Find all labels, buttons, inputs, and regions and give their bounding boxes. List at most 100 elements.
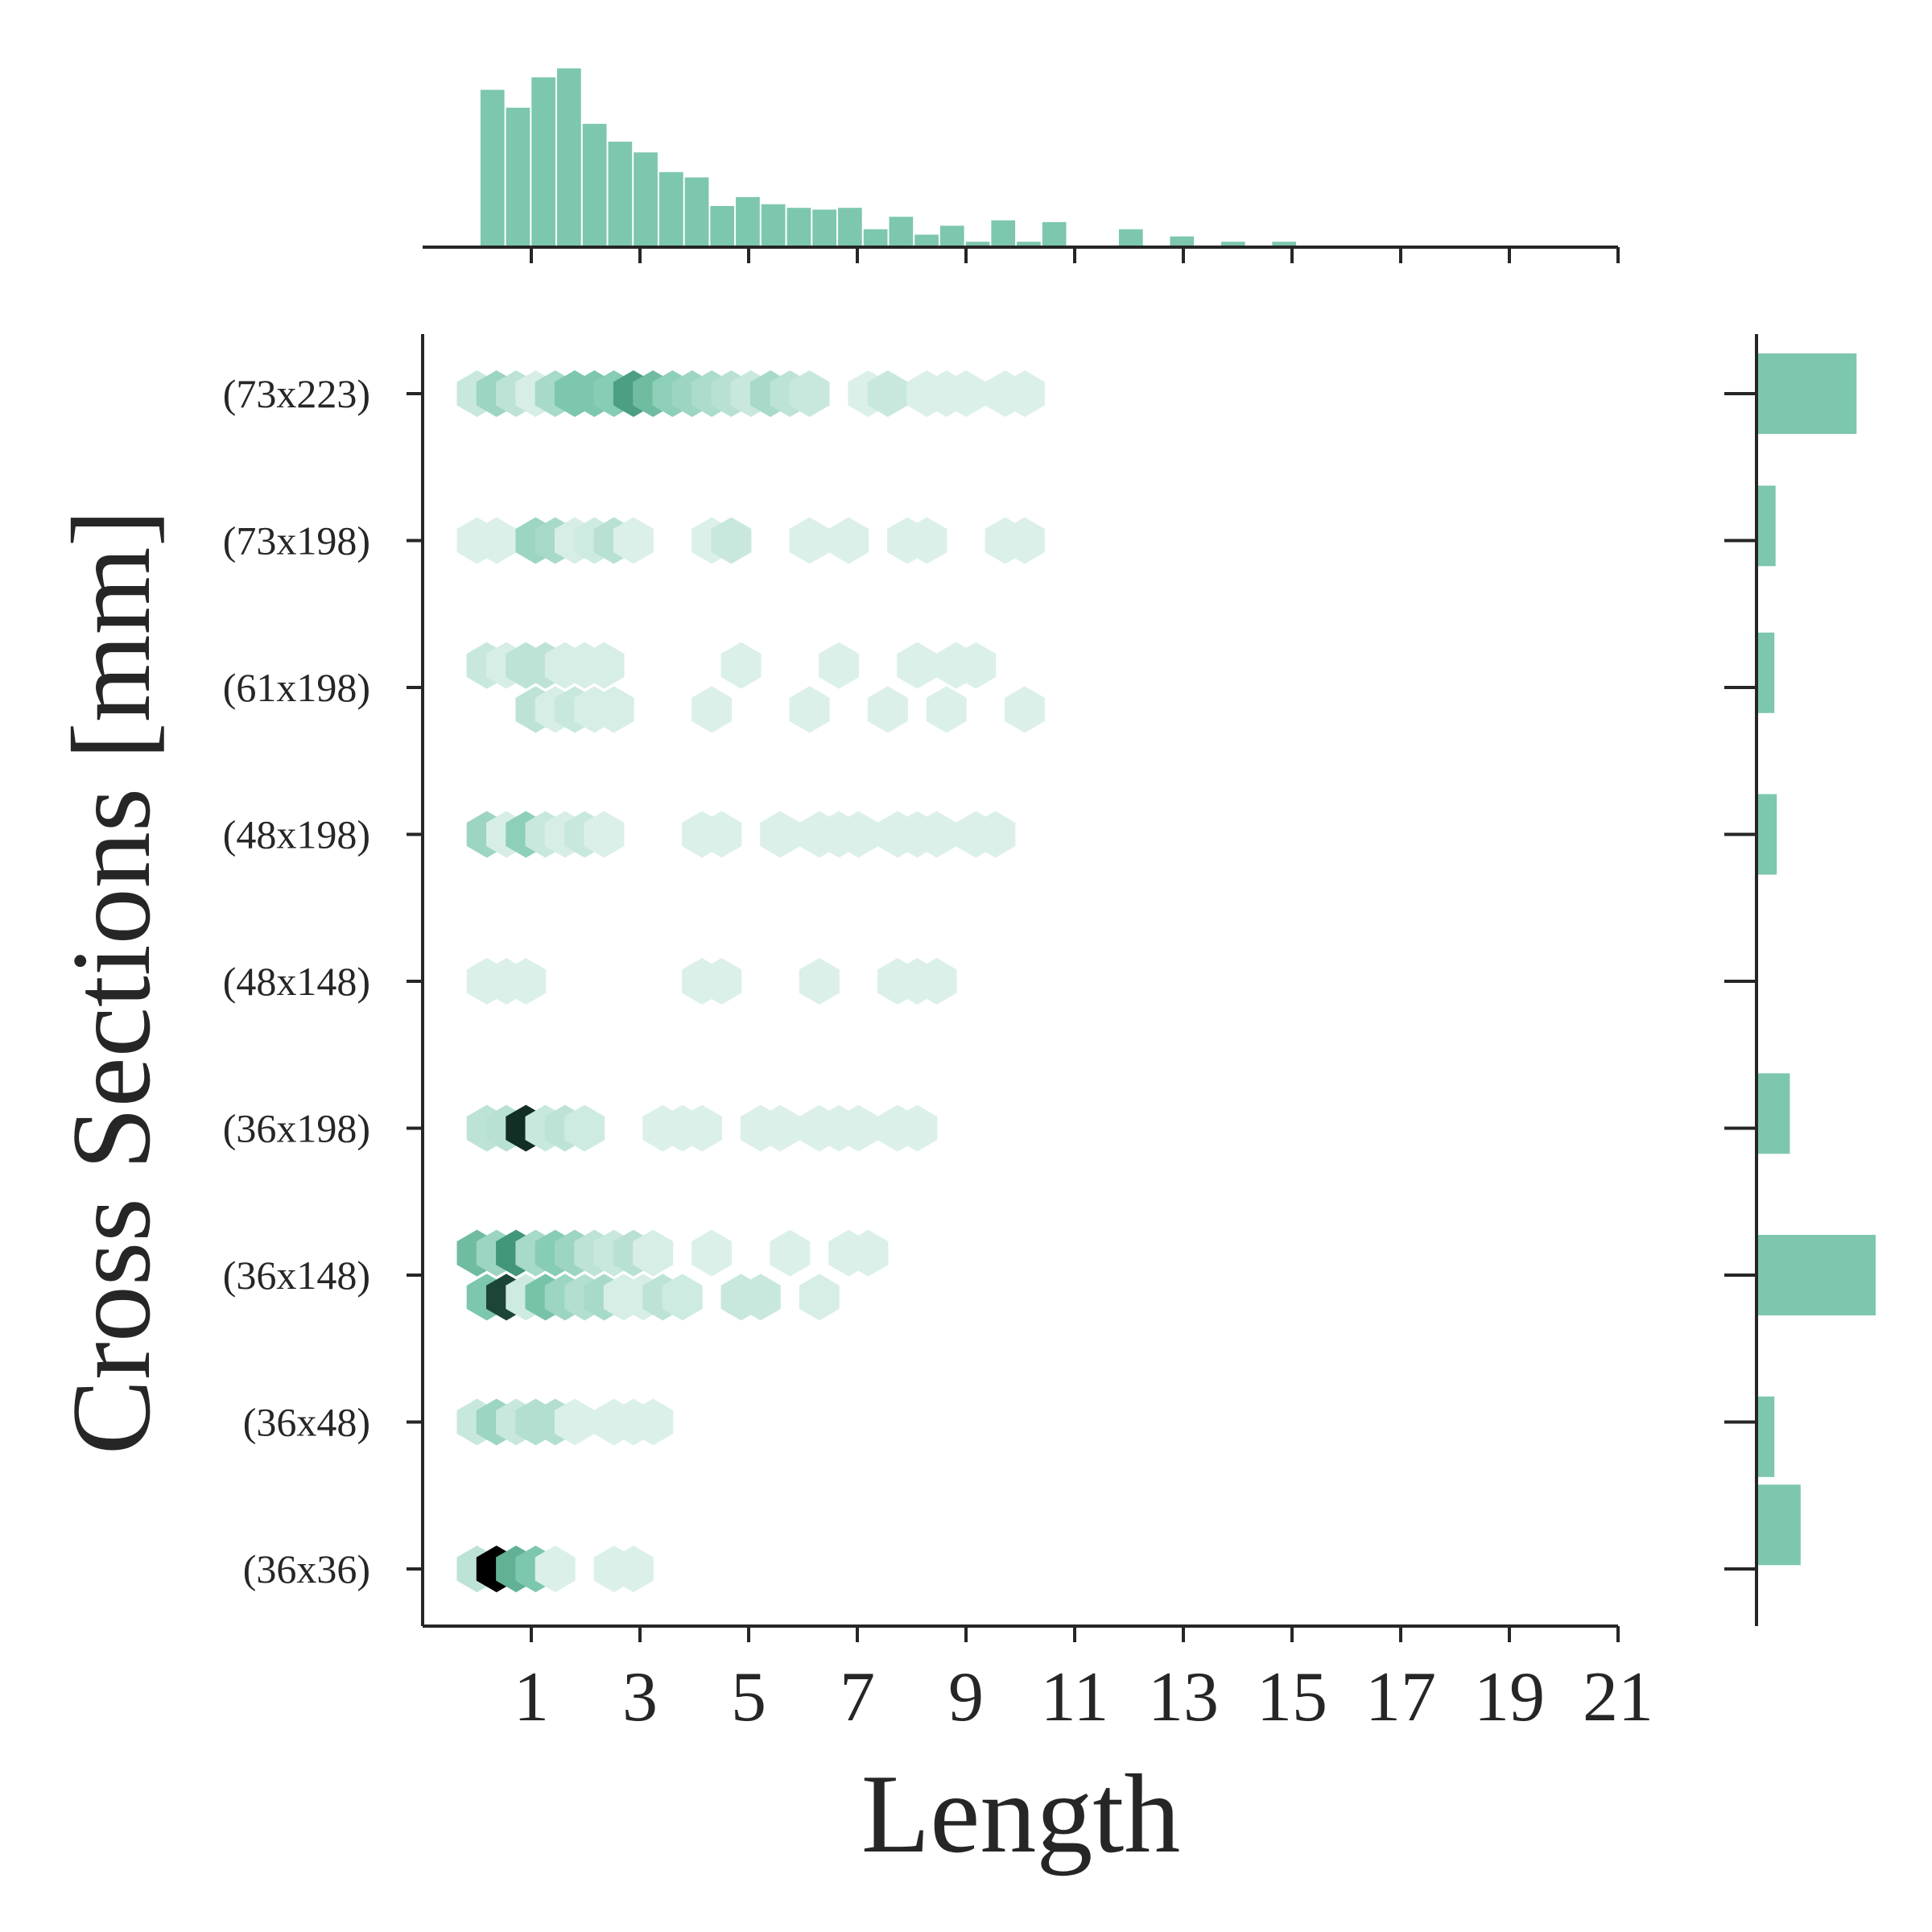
- x-marginal-bar: [914, 234, 939, 247]
- x-marginal-bar: [506, 107, 530, 247]
- x-marginal-bar: [736, 196, 760, 247]
- hex-cell: [633, 1398, 674, 1446]
- x-marginal-bar: [684, 177, 709, 247]
- hex-cell: [906, 517, 947, 564]
- hex-cell: [760, 811, 801, 858]
- hex-cell: [476, 517, 517, 564]
- hex-cell: [711, 517, 752, 564]
- x-marginal-bar: [608, 142, 633, 247]
- y-tick-label: (36x36): [243, 1546, 370, 1591]
- x-marginal-bar: [480, 89, 505, 247]
- hex-cell: [819, 642, 860, 689]
- hex-cell: [613, 1546, 654, 1592]
- x-marginal-bar: [710, 205, 735, 247]
- x-tick-label: 13: [1148, 1658, 1219, 1736]
- hex-cell: [1004, 686, 1045, 733]
- y-tick-label: (48x148): [223, 959, 370, 1004]
- hex-cell: [584, 642, 625, 689]
- hex-cell: [613, 517, 654, 564]
- y-axis-title: Cross Sections [mm]: [49, 510, 174, 1455]
- x-marginal-bar: [761, 204, 786, 247]
- x-tick-label: 15: [1257, 1658, 1327, 1736]
- x-tick-label: 9: [948, 1658, 984, 1736]
- hex-cell: [848, 1229, 889, 1277]
- x-marginal-bar: [531, 77, 555, 247]
- hex-cell: [799, 958, 840, 1005]
- x-marginal-bar: [582, 123, 607, 247]
- axes: 1 3 5 7 9 11 13 15 17 19 21(36x36)(36x48)(36x148)(…: [223, 246, 1758, 1736]
- hex-cell: [1004, 370, 1045, 417]
- y-marginal-bar: [1757, 1484, 1801, 1566]
- y-tick-label: (36x148): [223, 1253, 370, 1298]
- x-marginal-bar: [1042, 221, 1067, 247]
- hex-cell: [956, 642, 997, 689]
- x-marginal-bar: [659, 171, 683, 247]
- x-marginal-bar: [1272, 242, 1296, 247]
- hex-cell: [828, 517, 869, 564]
- y-tick-label: (36x198): [223, 1106, 370, 1151]
- y-marginal-bar: [1757, 1396, 1775, 1477]
- x-marginal-bar: [863, 229, 888, 247]
- hex-cell: [682, 1104, 722, 1152]
- y-tick-label: (61x198): [223, 665, 370, 710]
- hex-cell: [946, 370, 986, 417]
- hex-cell: [838, 811, 879, 858]
- hex-cell: [760, 1104, 801, 1152]
- y-tick-label: (36x48): [243, 1400, 370, 1445]
- hex-cell: [867, 686, 908, 733]
- hex-cell: [789, 370, 830, 417]
- hex-cell: [584, 811, 625, 858]
- x-marginal-bar: [939, 225, 964, 247]
- y-tick-label: (73x223): [223, 371, 370, 416]
- hex-cell: [799, 1274, 840, 1321]
- hex-cell: [916, 811, 957, 858]
- x-marginal-bar: [786, 208, 811, 247]
- hex-cell: [897, 642, 938, 689]
- hex-cell: [691, 1229, 733, 1277]
- hex-cell: [506, 958, 547, 1005]
- x-tick-label: 1: [514, 1658, 549, 1736]
- x-marginal-bar: [1119, 229, 1143, 247]
- y-marginal-bar: [1757, 1073, 1790, 1154]
- hex-cell: [701, 958, 742, 1005]
- y-marginal-bar: [1757, 1235, 1876, 1315]
- hex-cell: [564, 1104, 605, 1152]
- hex-cell: [662, 1274, 703, 1321]
- x-tick-label: 19: [1474, 1658, 1545, 1736]
- x-tick-label: 3: [622, 1658, 658, 1736]
- hex-cell: [740, 1274, 781, 1321]
- x-marginal-bar: [634, 152, 658, 247]
- x-marginal-bar: [557, 68, 581, 247]
- hex-cell: [897, 1104, 938, 1152]
- hex-cell: [770, 1229, 811, 1277]
- y-tick-label: (48x198): [223, 812, 370, 857]
- hex-cell: [535, 1546, 576, 1592]
- y-marginal-bar: [1757, 353, 1857, 434]
- x-marginal-histogram: [480, 68, 1552, 247]
- hex-cell: [867, 370, 908, 417]
- x-marginal-bar: [1017, 242, 1041, 247]
- hex-cell: [789, 517, 830, 564]
- hex-cell: [691, 686, 733, 733]
- hex-cell: [916, 958, 957, 1005]
- x-marginal-bar: [889, 217, 914, 247]
- x-marginal-bar: [812, 209, 836, 247]
- x-tick-label: 5: [731, 1658, 766, 1736]
- hex-cell: [789, 686, 830, 733]
- hex-cell: [838, 1104, 879, 1152]
- x-marginal-bar: [1220, 242, 1245, 247]
- x-marginal-bar: [991, 220, 1016, 247]
- x-axis-title: Length: [861, 1752, 1181, 1876]
- y-marginal-bar: [1757, 632, 1775, 713]
- y-marginal-histogram: [1757, 353, 1876, 1566]
- x-tick-label: 11: [1041, 1658, 1109, 1736]
- x-tick-label: 7: [840, 1658, 875, 1736]
- y-marginal-bar: [1757, 485, 1776, 567]
- hex-cell: [975, 811, 1016, 858]
- x-marginal-bar: [965, 242, 990, 247]
- hex-cell: [593, 686, 634, 733]
- hexbin-plot: [456, 370, 1045, 1592]
- y-tick-label: (73x198): [223, 518, 370, 564]
